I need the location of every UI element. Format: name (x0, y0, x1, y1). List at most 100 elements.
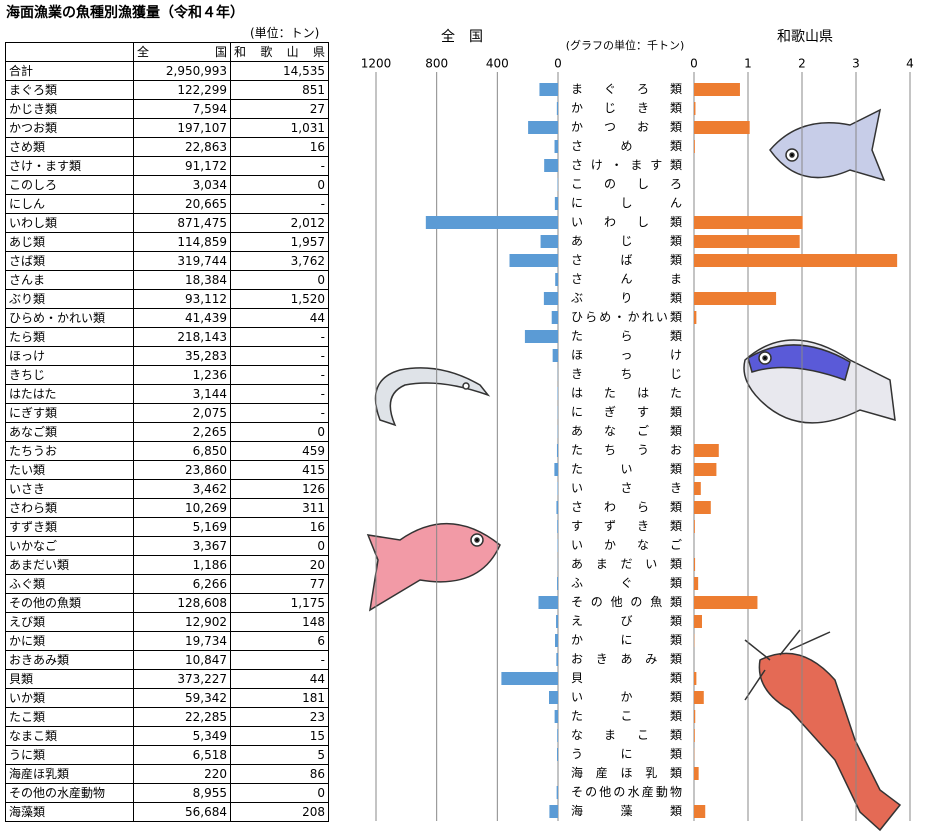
table-row: たこ類 22,285 23 (5, 707, 329, 727)
x-tick-label: 0 (554, 57, 562, 71)
subtitle: (グラフの単位：千トン) (566, 38, 685, 52)
table-cell: 海藻類 (5, 802, 134, 822)
table-cell: 1,031 (230, 118, 329, 138)
category-label: かに類 (571, 633, 682, 647)
category-label: その他の水産動物 (571, 784, 682, 799)
bar (694, 102, 696, 115)
series-title: 全 国 (441, 28, 483, 45)
table-row: さけ・ます類 91,172- (5, 156, 329, 176)
title: 海面漁業の魚種別漁獲量（令和４年） (6, 5, 244, 21)
bar (538, 596, 558, 609)
category-label: 海藻類 (571, 803, 682, 818)
table-row: このしろ 3,034 0 (5, 175, 329, 195)
table-row: えび類 12,902 148 (5, 612, 329, 632)
bar (528, 121, 558, 134)
bar (540, 235, 558, 248)
table-row: たい類 23,860 415 (5, 460, 329, 480)
category-label: その他の魚類 (571, 595, 682, 609)
table-row: にしん 20,665- (5, 194, 329, 214)
category-label: 貝類 (571, 671, 682, 685)
bar (694, 501, 711, 514)
bar (557, 520, 558, 533)
category-label: すずき類 (571, 519, 682, 533)
category-label: あまだい類 (571, 557, 682, 571)
category-label: たちうお (571, 443, 682, 457)
category-label: ぶり類 (571, 291, 682, 305)
category-label: まぐろ類 (571, 82, 682, 96)
header-cell: 和 歌 山 県 (230, 42, 329, 62)
category-label: あじ類 (571, 234, 682, 248)
table-row: なまこ類 5,349 15 (5, 726, 329, 746)
table-cell: 208 (230, 802, 329, 822)
category-label: さんま (571, 272, 682, 286)
bar (556, 444, 558, 457)
table-cell: 1,175 (230, 593, 329, 613)
category-label: にしん (571, 196, 682, 210)
bar (554, 197, 558, 210)
x-tick-label: 1200 (361, 57, 392, 71)
category-label: うに類 (571, 747, 682, 761)
table-row: たちうお 6,850 459 (5, 441, 329, 461)
bar (554, 140, 558, 153)
bar (694, 444, 719, 457)
category-label: にぎす類 (571, 405, 682, 419)
table-cell: 0 (230, 270, 329, 290)
bar (694, 596, 758, 609)
table-row: いかなご 3,367 0 (5, 536, 329, 556)
table-cell: 3,034 (133, 175, 231, 195)
table-cell: 3,367 (133, 536, 231, 556)
bar (694, 805, 706, 818)
header-cell: 全 国 (133, 42, 231, 62)
table-cell: ひらめ・かれい類 (5, 308, 134, 328)
category-label: さわら類 (571, 500, 682, 514)
bar (694, 140, 695, 153)
fish-illustration (374, 367, 491, 427)
category-label: おきあみ類 (571, 652, 682, 666)
illustrations (366, 108, 902, 832)
x2-tick-label: 2 (798, 57, 806, 71)
bar (557, 482, 558, 495)
bar (501, 672, 558, 685)
category-label: このしろ (571, 177, 682, 191)
table-cell: ふぐ類 (5, 574, 134, 594)
table-row: いさき 3,462 126 (5, 479, 329, 499)
x2-tick-label: 3 (852, 57, 860, 71)
bar (694, 672, 697, 685)
bar (524, 330, 558, 343)
table-row: いか類 59,342 181 (5, 688, 329, 708)
bar (557, 748, 558, 761)
table-row: さわら類 10,269 311 (5, 498, 329, 518)
bar (694, 121, 750, 134)
table-row: はたはた 3,144- (5, 384, 329, 404)
lobster-illustration (744, 629, 902, 832)
category-label: 海産ほ乳類 (571, 765, 682, 780)
category-label: いわし類 (571, 215, 682, 229)
bar (556, 786, 558, 799)
table-cell: いわし類 (5, 213, 134, 233)
bar (694, 558, 696, 571)
table-cell: にぎす類 (5, 403, 134, 423)
bar (694, 520, 695, 533)
table-row: かに類 19,734 6 (5, 631, 329, 651)
table-cell: あなご類 (5, 422, 134, 442)
category-label: さば類 (571, 253, 682, 267)
table-cell: うに類 (5, 745, 134, 765)
bar (539, 83, 558, 96)
bar (425, 216, 558, 229)
table-unit: (単位：トン) (250, 26, 320, 40)
series-title: 和歌山県 (777, 29, 833, 45)
bar (694, 482, 701, 495)
table-cell: 311 (230, 498, 329, 518)
bar (555, 634, 558, 647)
table-row: すずき類 5,169 16 (5, 517, 329, 537)
table-cell: 8,955 (133, 783, 231, 803)
table-row: 海産ほ乳類 220 86 (5, 764, 329, 784)
bar (556, 501, 558, 514)
bar (543, 292, 558, 305)
table-cell: 2,075 (133, 403, 231, 423)
table-row: かつお類 197,107 1,031 (5, 118, 329, 138)
x2-tick-label: 1 (744, 57, 752, 71)
category-label: ひらめ・かれい類 (571, 310, 682, 324)
x2-tick-label: 4 (906, 57, 914, 71)
